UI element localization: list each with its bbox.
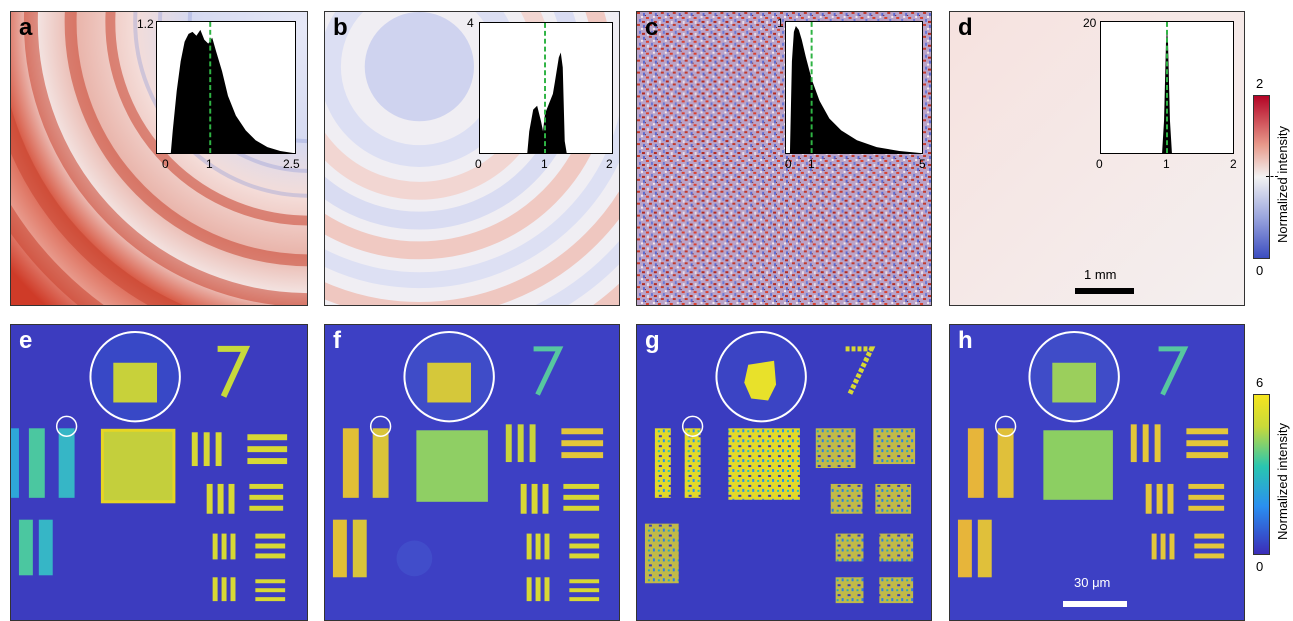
inset-x2: 5 (919, 157, 926, 171)
inset-ymax: 1.2 (137, 17, 154, 31)
panel-b: b 4 0 1 2 (324, 11, 620, 306)
inset-x0: 0 (475, 157, 482, 171)
panel-g: g (636, 324, 932, 621)
scalebar-label: 1 mm (1084, 267, 1117, 282)
inset-x0: 0 (1096, 157, 1103, 171)
resolution-target-g (637, 325, 931, 620)
inset-x1: 1 (1163, 157, 1170, 171)
inset-x2: 2.5 (283, 157, 300, 171)
colorbar-top-max: 2 (1256, 76, 1264, 91)
panel-label: b (333, 14, 348, 41)
panel-label: d (958, 14, 973, 41)
resolution-target-f (325, 325, 619, 620)
scalebar (1075, 288, 1134, 294)
inset-x0: 0 (785, 157, 792, 171)
scalebar-label: 30 μm (1074, 575, 1111, 590)
colorbar-bottom-min: 0 (1256, 559, 1264, 574)
colorbar-bottom-max: 6 (1256, 375, 1264, 390)
panel-a: a 1.2 0 1 2.5 (10, 11, 308, 306)
panel-e: e (10, 324, 308, 621)
inset-x2: 2 (606, 157, 613, 171)
inset-x0: 0 (162, 157, 169, 171)
inset-x1: 1 (206, 157, 213, 171)
inset-x1: 1 (541, 157, 548, 171)
inset-ymax: 4 (467, 16, 474, 30)
colorbar-top (1253, 95, 1270, 259)
histogram-inset-c (785, 21, 923, 154)
histogram-inset-d (1100, 21, 1234, 154)
panel-label: c (645, 14, 659, 41)
panel-d: d 20 0 1 2 1 mm (949, 11, 1245, 306)
panel-label: f (333, 327, 341, 354)
colorbar-top-title: Normalized intensity (1275, 125, 1290, 243)
histogram-inset-a (156, 21, 296, 154)
panel-label: h (958, 327, 973, 354)
colorbar-top-midline (1266, 176, 1278, 177)
panel-label: g (645, 327, 660, 354)
inset-x2: 2 (1230, 157, 1237, 171)
panel-c: c 1 0 1 5 (636, 11, 932, 306)
histogram-inset-b (479, 22, 613, 154)
panel-h: h 30 μm (949, 324, 1245, 621)
scalebar (1063, 601, 1127, 607)
inset-ymax: 1 (777, 16, 784, 30)
resolution-target-e (11, 325, 307, 620)
colorbar-top-min: 0 (1256, 263, 1264, 278)
colorbar-bottom (1253, 394, 1270, 555)
panel-label: a (19, 14, 33, 41)
inset-x1: 1 (808, 157, 815, 171)
colorbar-bottom-title: Normalized intensity (1275, 422, 1290, 540)
inset-ymax: 20 (1083, 16, 1097, 30)
panel-f: f (324, 324, 620, 621)
panel-label: e (19, 327, 33, 354)
resolution-target-h (950, 325, 1244, 620)
